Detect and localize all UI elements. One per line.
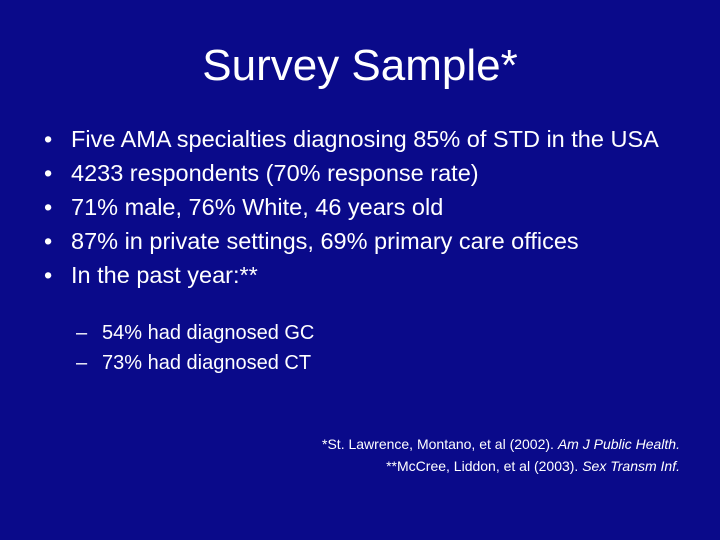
dash-icon: –	[76, 322, 88, 344]
reference-line: **McCree, Liddon, et al (2003). Sex Tran…	[322, 455, 680, 477]
bullet-icon: •	[44, 228, 53, 254]
references: *St. Lawrence, Montano, et al (2002). Am…	[322, 433, 680, 477]
reference-line: *St. Lawrence, Montano, et al (2002). Am…	[322, 433, 680, 455]
bullet-item: • 71% male, 76% White, 46 years old	[44, 194, 704, 220]
bullet-item: • 4233 respondents (70% response rate)	[44, 160, 704, 186]
bullet-text: 87% in private settings, 69% primary car…	[71, 228, 579, 254]
slide-title: Survey Sample*	[202, 41, 518, 90]
bullet-icon: •	[44, 160, 53, 186]
bullet-list: • Five AMA specialties diagnosing 85% of…	[44, 126, 704, 296]
dash-icon: –	[76, 352, 88, 374]
sub-bullet-text: 73% had diagnosed CT	[102, 352, 312, 374]
sub-bullet-text: 54% had diagnosed GC	[102, 322, 315, 344]
reference-journal: Sex Transm Inf.	[582, 458, 680, 474]
bullet-text: 71% male, 76% White, 46 years old	[71, 194, 444, 220]
reference-journal: Am J Public Health.	[557, 436, 680, 452]
sub-bullet-list: – 54% had diagnosed GC – 73% had diagnos…	[76, 322, 676, 382]
bullet-text: Five AMA specialties diagnosing 85% of S…	[71, 126, 659, 152]
sub-bullet-item: – 73% had diagnosed CT	[76, 352, 676, 374]
bullet-item: • In the past year:**	[44, 262, 704, 288]
reference-authors: *St. Lawrence, Montano, et al (2002).	[322, 436, 558, 452]
bullet-item: • 87% in private settings, 69% primary c…	[44, 228, 704, 254]
bullet-icon: •	[44, 194, 53, 220]
bullet-icon: •	[44, 126, 53, 152]
bullet-text: In the past year:**	[71, 262, 258, 288]
reference-authors: **McCree, Liddon, et al (2003).	[386, 458, 583, 474]
bullet-item: • Five AMA specialties diagnosing 85% of…	[44, 126, 704, 152]
bullet-text: 4233 respondents (70% response rate)	[71, 160, 479, 186]
sub-bullet-item: – 54% had diagnosed GC	[76, 322, 676, 344]
bullet-icon: •	[44, 262, 53, 288]
